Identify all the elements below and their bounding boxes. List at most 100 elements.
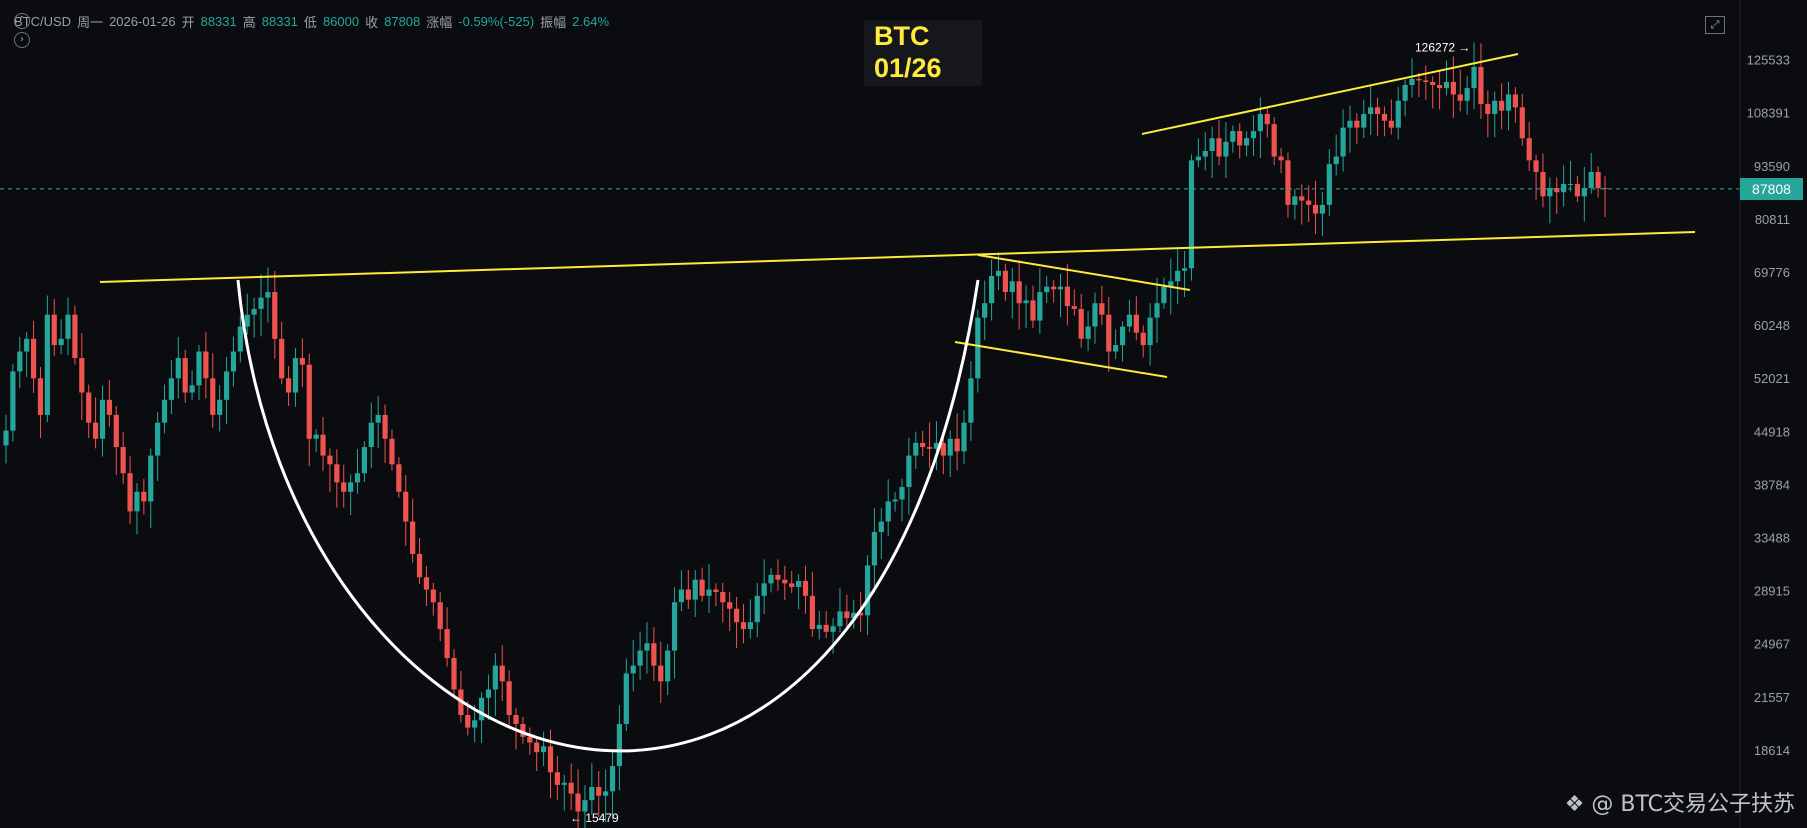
y-tick-label: 24967 bbox=[1754, 637, 1790, 652]
candle-body bbox=[423, 577, 430, 590]
candle-body bbox=[375, 414, 381, 423]
candle-body bbox=[51, 314, 57, 346]
candle-body bbox=[113, 414, 119, 448]
chevron-up-icon[interactable]: ⌃ bbox=[14, 13, 30, 29]
y-tick-label: 28915 bbox=[1754, 584, 1790, 599]
candle-body bbox=[720, 592, 726, 603]
candle-body bbox=[1168, 281, 1174, 287]
candle-body bbox=[823, 624, 829, 632]
candle-body bbox=[1485, 104, 1491, 114]
candle-body bbox=[933, 442, 940, 449]
candle-body bbox=[223, 371, 230, 400]
candle-body bbox=[982, 303, 988, 318]
resistance-trendline bbox=[99, 231, 1696, 283]
candle-body bbox=[506, 681, 512, 716]
candle-body bbox=[3, 430, 9, 446]
candle-body bbox=[92, 422, 99, 439]
candle-body bbox=[382, 414, 388, 439]
candle-body bbox=[244, 314, 250, 327]
candle-body bbox=[1443, 81, 1450, 89]
candle-body bbox=[24, 338, 30, 352]
candle-body bbox=[1554, 188, 1560, 193]
candle-body bbox=[789, 583, 795, 588]
candle-body bbox=[1588, 171, 1594, 189]
candle-body bbox=[1044, 286, 1050, 293]
candle-body bbox=[1147, 317, 1153, 346]
price-axis[interactable]: 125533 108391 93590 80811 69776 60248 52021 449… bbox=[1739, 0, 1807, 828]
candle-body bbox=[692, 579, 698, 600]
drawings bbox=[0, 53, 1740, 753]
candle-body bbox=[575, 793, 581, 812]
candle-body bbox=[485, 689, 492, 698]
candle-body bbox=[1037, 292, 1043, 321]
candle-body bbox=[540, 746, 547, 753]
candle-body bbox=[1099, 303, 1105, 315]
candle-body bbox=[1085, 326, 1091, 339]
candle-body bbox=[1064, 286, 1071, 307]
candle-body bbox=[1292, 196, 1298, 205]
chart-title: BTC 01/26 bbox=[864, 20, 982, 86]
candle-body bbox=[775, 574, 781, 580]
candle-body bbox=[1333, 156, 1339, 165]
fullscreen-icon[interactable]: ⤢ bbox=[1705, 16, 1725, 34]
candle-body bbox=[1430, 81, 1436, 86]
candle-body bbox=[913, 442, 919, 456]
candle-body bbox=[1450, 81, 1456, 95]
ohlc-info-bar: BTC/USD 周一 2026-01-26 开 88331 高 88331 低 860… bbox=[14, 12, 609, 31]
candle-body bbox=[1540, 171, 1546, 197]
candle-body bbox=[1002, 270, 1008, 293]
cup-curve bbox=[236, 279, 980, 753]
candle-body bbox=[265, 292, 271, 298]
candle-body bbox=[1202, 150, 1208, 157]
candle-body bbox=[120, 447, 126, 474]
candle-body bbox=[796, 580, 802, 588]
candle-body bbox=[30, 338, 37, 379]
candle-body bbox=[740, 622, 747, 630]
candle-body bbox=[148, 455, 154, 502]
candle-body bbox=[203, 351, 209, 379]
candle-body bbox=[568, 782, 574, 794]
chevron-right-icon[interactable]: › bbox=[14, 32, 30, 48]
y-tick-label: 125533 bbox=[1747, 53, 1790, 68]
candle-body bbox=[1230, 131, 1236, 142]
candle-body bbox=[210, 378, 216, 415]
candle-body bbox=[1119, 326, 1126, 346]
candle-body bbox=[885, 501, 891, 522]
candle-body bbox=[671, 602, 678, 651]
candle-body bbox=[361, 447, 367, 474]
candle-body bbox=[348, 482, 354, 492]
candle-body bbox=[1188, 160, 1195, 269]
candle-body bbox=[99, 399, 106, 439]
candle-body bbox=[1023, 300, 1029, 304]
flag-upper-line bbox=[977, 254, 1191, 291]
candle-body bbox=[520, 723, 526, 737]
candle-body bbox=[168, 378, 175, 400]
candle-body bbox=[1505, 94, 1512, 111]
candle-body bbox=[72, 314, 78, 359]
candle-body bbox=[334, 464, 340, 483]
candle-body bbox=[1244, 138, 1250, 146]
candle-body bbox=[968, 378, 974, 423]
candle-body bbox=[368, 422, 374, 448]
candle-body bbox=[871, 532, 878, 566]
candle-body bbox=[1512, 94, 1519, 108]
candle-body bbox=[299, 358, 305, 365]
candle-body bbox=[272, 292, 278, 339]
candle-body bbox=[37, 378, 44, 415]
candle-body bbox=[437, 602, 443, 630]
candle-body bbox=[1057, 286, 1064, 290]
diamond-logo-icon: ❖ bbox=[1564, 792, 1585, 817]
candle-body bbox=[1161, 286, 1167, 304]
candle-body bbox=[637, 650, 643, 666]
watermark-text: @ BTC交易公子扶苏 bbox=[1591, 792, 1795, 817]
candle-body bbox=[947, 438, 953, 456]
candle-body bbox=[837, 611, 843, 627]
candle-body bbox=[1312, 204, 1319, 214]
candle-body bbox=[596, 787, 602, 796]
candle-body bbox=[1078, 308, 1084, 339]
candle-body bbox=[899, 487, 905, 500]
candle-body bbox=[175, 358, 181, 379]
candle-body bbox=[727, 602, 733, 609]
candle-body bbox=[1561, 183, 1567, 193]
